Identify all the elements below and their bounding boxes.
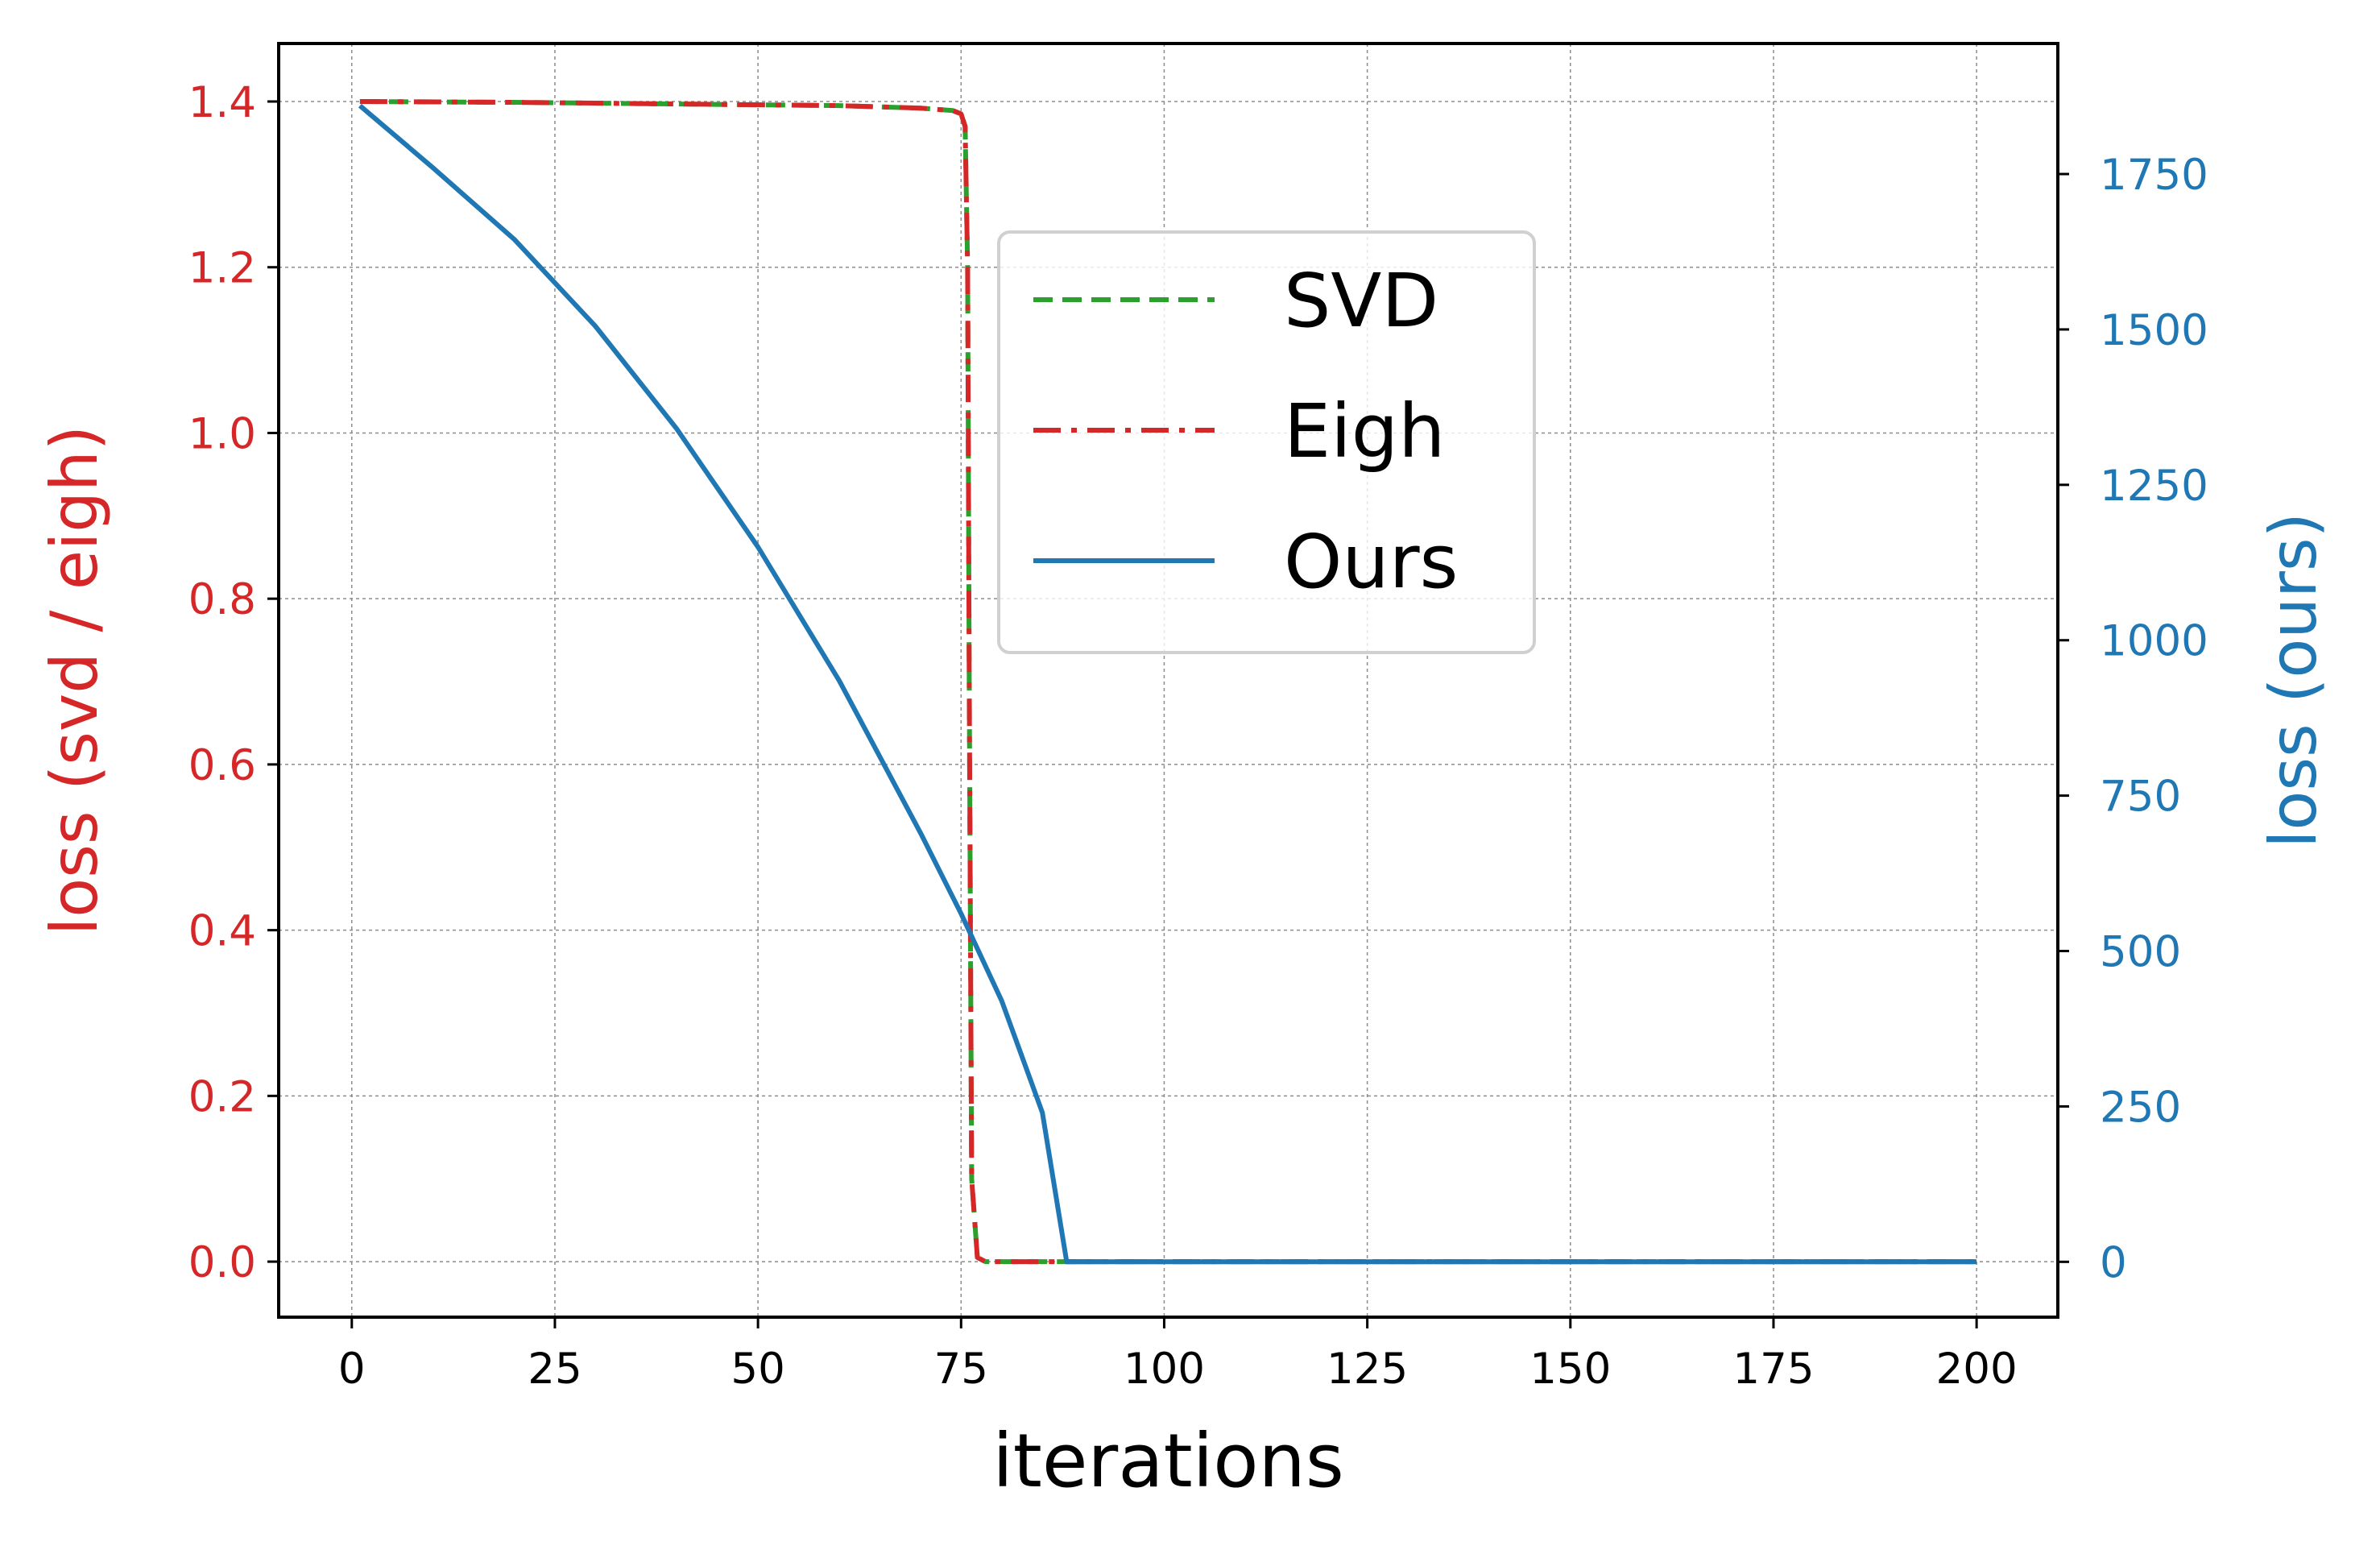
right-y-tick-label: 1000 <box>2100 617 2208 666</box>
plot-frame <box>277 42 2059 1319</box>
x-tick-label: 200 <box>1936 1345 2018 1394</box>
x-tick-label: 25 <box>528 1345 582 1394</box>
left-y-tick-label: 0.2 <box>188 1072 256 1121</box>
legend-items: SVD Eigh Ours <box>1033 258 1458 605</box>
x-axis-label: iterations <box>992 1418 1344 1504</box>
x-tick-label: 125 <box>1327 1345 1408 1394</box>
legend: SVD Eigh Ours <box>997 230 1536 654</box>
x-tick-label: 0 <box>338 1345 366 1394</box>
x-axis: 0 25 50 75 100 125 150 175 200 <box>338 1317 2018 1394</box>
left-y-tick-label: 0.4 <box>188 907 256 956</box>
left-y-tick-label: 1.2 <box>188 244 256 293</box>
left-y-tick-label: 0.6 <box>188 741 256 790</box>
left-y-tick-label: 0.8 <box>188 575 256 624</box>
left-y-axis-label: loss (svd / eigh) <box>37 425 112 935</box>
left-y-axis: 0.0 0.2 0.4 0.6 0.8 1.0 1.2 1.4 <box>188 78 279 1287</box>
right-y-tick-label: 1500 <box>2100 306 2208 355</box>
series-line-ours <box>358 103 1977 1265</box>
left-y-tick-label: 1.4 <box>188 78 256 127</box>
legend-box <box>997 230 1536 654</box>
right-y-tick-label: 750 <box>2100 773 2181 822</box>
legend-label-ours: Ours <box>1284 519 1458 605</box>
x-tick-label: 100 <box>1124 1345 1205 1394</box>
right-y-axis: 0 250 500 750 1000 1250 1500 1750 <box>2058 151 2208 1287</box>
right-y-tick-label: 1750 <box>2100 151 2208 200</box>
right-y-axis-label: loss (ours) <box>2256 512 2331 848</box>
legend-label-eigh: Eigh <box>1284 388 1445 474</box>
x-tick-label: 75 <box>934 1345 988 1394</box>
legend-label-svd: SVD <box>1284 258 1438 344</box>
x-tick-label: 150 <box>1529 1345 1611 1394</box>
right-y-tick-label: 1250 <box>2100 462 2208 511</box>
right-y-tick-label: 500 <box>2100 928 2181 977</box>
x-tick-label: 175 <box>1732 1345 1814 1394</box>
right-y-tick-label: 250 <box>2100 1083 2181 1132</box>
left-y-tick-label: 1.0 <box>188 409 256 458</box>
series-lines <box>358 99 1977 1265</box>
left-y-tick-label: 0.0 <box>188 1238 256 1287</box>
x-tick-label: 50 <box>731 1345 784 1394</box>
right-y-tick-label: 0 <box>2100 1238 2127 1287</box>
